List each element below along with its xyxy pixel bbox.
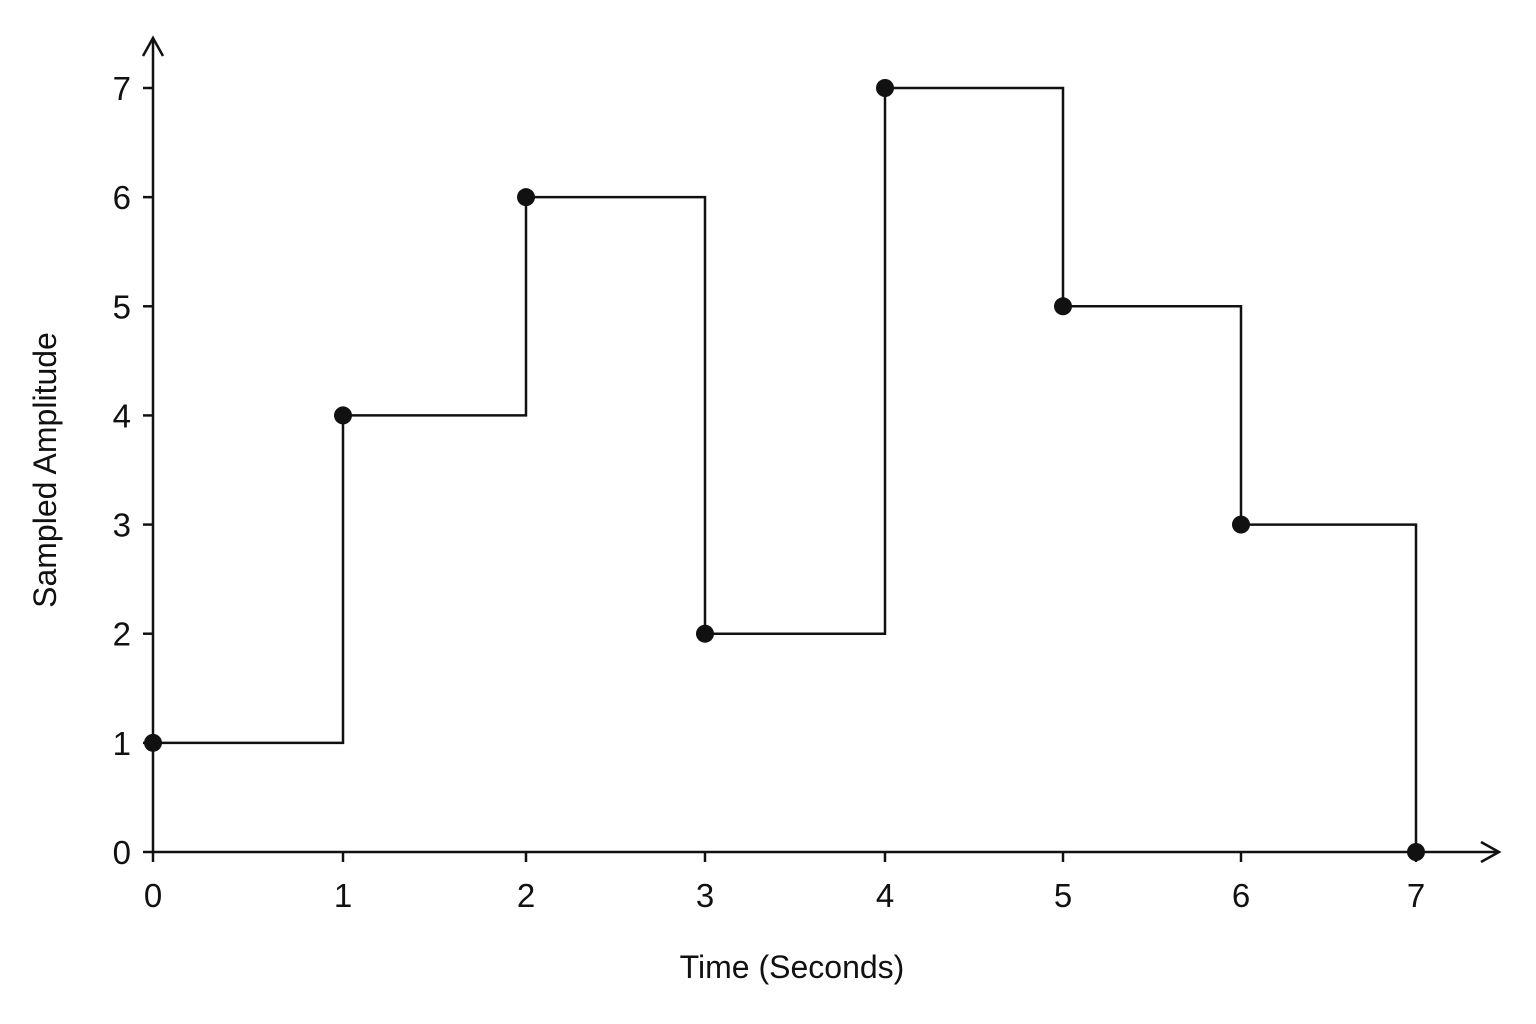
x-ticks: 0 1 2 3 4 5 6 7: [144, 852, 1425, 914]
data-point: [1407, 843, 1425, 861]
data-point: [1054, 297, 1072, 316]
x-tick-label: 4: [876, 877, 894, 914]
y-tick-label: 1: [113, 725, 131, 762]
data-point: [144, 733, 162, 752]
x-tick-label: 0: [144, 877, 162, 914]
y-tick-label: 6: [113, 179, 131, 216]
data-point: [696, 624, 714, 643]
data-point: [334, 406, 352, 425]
x-tick-label: 2: [517, 877, 535, 914]
x-tick-label: 7: [1407, 877, 1425, 914]
y-tick-label: 0: [113, 834, 131, 871]
y-ticks: 0 1 2 3 4 5 6 7: [113, 70, 153, 871]
x-tick-label: 5: [1054, 877, 1072, 914]
series-line: [153, 86, 1418, 852]
x-tick-label: 3: [696, 877, 714, 914]
axes: [141, 35, 1502, 864]
data-point: [1232, 515, 1250, 534]
x-axis-arrow-icon: [1480, 840, 1502, 864]
y-tick-label: 4: [113, 397, 131, 434]
marker-layer: [144, 79, 1425, 861]
y-axis-title: Sampled Amplitude: [27, 332, 63, 608]
data-point: [517, 188, 535, 207]
series-layer: [153, 86, 1418, 852]
x-axis-title: Time (Seconds): [680, 949, 905, 985]
x-tick-label: 1: [334, 877, 352, 914]
y-axis-arrow-icon: [141, 35, 165, 57]
data-point: [876, 79, 894, 97]
y-tick-label: 5: [113, 288, 131, 325]
y-tick-label: 2: [113, 616, 131, 653]
x-tick-label: 6: [1232, 877, 1250, 914]
y-tick-label: 7: [113, 70, 131, 107]
y-tick-label: 3: [113, 507, 131, 544]
